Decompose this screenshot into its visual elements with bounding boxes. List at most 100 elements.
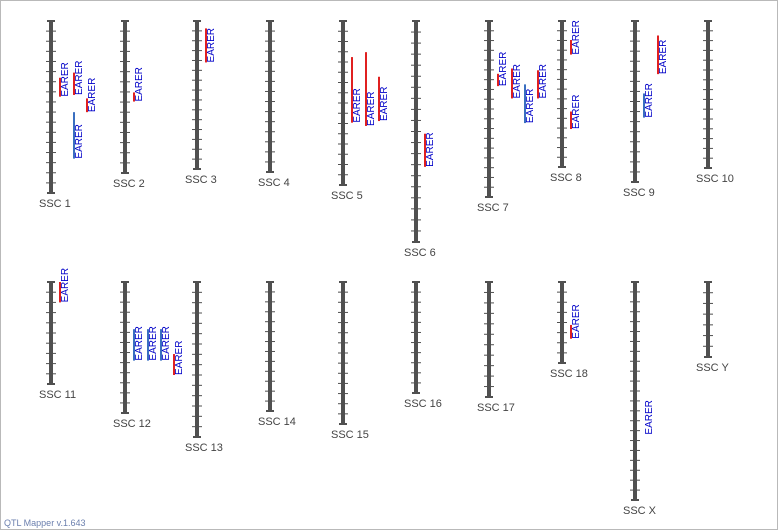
chromosome-cap — [558, 20, 566, 22]
qtl-label[interactable]: EARER — [87, 78, 98, 112]
qtl-label[interactable]: EARER — [366, 92, 377, 126]
qtl-label[interactable]: EARER — [571, 20, 582, 54]
qtl-label[interactable]: EARER — [571, 95, 582, 129]
chromosome-cap — [47, 192, 55, 194]
chromosome-label: SSC 9 — [623, 187, 655, 199]
qtl-label[interactable]: EARER — [512, 64, 523, 98]
chromosome-cap — [193, 168, 201, 170]
chromosome-bar-ssc-13[interactable] — [195, 282, 199, 437]
chromosome-cap — [266, 171, 274, 173]
chromosome-cap — [704, 356, 712, 358]
chromosome-cap — [47, 281, 55, 283]
chromosome-cap — [121, 172, 129, 174]
chromosome-cap — [704, 167, 712, 169]
chromosome-label: SSC 8 — [550, 172, 582, 184]
qtl-label[interactable]: EARER — [644, 83, 655, 117]
chromosome-cap — [558, 362, 566, 364]
chromosome-cap — [266, 410, 274, 412]
qtl-label[interactable]: EARER — [60, 268, 71, 302]
chromosome-bar-ssc-3[interactable] — [195, 21, 199, 169]
chromosome-label: SSC 17 — [477, 402, 515, 414]
chromosome-cap — [412, 392, 420, 394]
chromosome-bar-ssc-14[interactable] — [268, 282, 272, 411]
chromosome-cap — [339, 20, 347, 22]
chromosome-label: SSC 6 — [404, 247, 436, 259]
chromosome-bar-ssc-4[interactable] — [268, 21, 272, 172]
qtl-label[interactable]: EARER — [60, 62, 71, 96]
chromosome-bar-ssc-17[interactable] — [487, 282, 491, 397]
chromosome-cap — [339, 184, 347, 186]
chromosome-cap — [121, 281, 129, 283]
chromosome-label: SSC 7 — [477, 202, 509, 214]
chromosome-bar-ssc-y[interactable] — [706, 282, 710, 357]
chromosome-cap — [412, 281, 420, 283]
qtl-label[interactable]: EARER — [352, 88, 363, 122]
qtl-label[interactable]: EARER — [658, 40, 669, 74]
chromosome-cap — [193, 436, 201, 438]
qtl-label[interactable]: EARER — [525, 89, 536, 123]
chromosome-bar-ssc-2[interactable] — [123, 21, 127, 173]
chromosome-cap — [704, 20, 712, 22]
chromosome-cap — [485, 281, 493, 283]
chromosome-cap — [631, 181, 639, 183]
qtl-label[interactable]: EARER — [644, 400, 655, 434]
chromosome-cap — [485, 396, 493, 398]
chromosome-label: SSC 10 — [696, 173, 734, 185]
qtl-label[interactable]: EARER — [538, 64, 549, 98]
chromosome-cap — [558, 281, 566, 283]
chromosome-bar-ssc-8[interactable] — [560, 21, 564, 167]
qtl-label[interactable]: EARER — [161, 326, 172, 360]
chromosome-cap — [47, 383, 55, 385]
chromosome-bar-ssc-16[interactable] — [414, 282, 418, 393]
chromosome-cap — [412, 241, 420, 243]
chromosome-label: SSC 5 — [331, 190, 363, 202]
chromosome-label: SSC 3 — [185, 174, 217, 186]
chromosome-cap — [631, 281, 639, 283]
chromosome-label: SSC 12 — [113, 418, 151, 430]
chromosome-cap — [558, 166, 566, 168]
chromosome-cap — [266, 20, 274, 22]
version-footer: QTL Mapper v.1.643 — [4, 518, 86, 528]
qtl-label[interactable]: EARER — [571, 304, 582, 338]
qtl-label[interactable]: EARER — [74, 124, 85, 158]
chromosome-cap — [193, 20, 201, 22]
qtl-label[interactable]: EARER — [148, 326, 159, 360]
chromosome-label: SSC 2 — [113, 178, 145, 190]
qtl-label[interactable]: EARER — [134, 326, 145, 360]
chromosome-cap — [631, 499, 639, 501]
qtl-label[interactable]: EARER — [425, 132, 436, 166]
qtl-label[interactable]: EARER — [206, 28, 217, 62]
chromosome-label: SSC 4 — [258, 177, 290, 189]
chromosome-bar-ssc-10[interactable] — [706, 21, 710, 168]
chromosome-cap — [339, 423, 347, 425]
chromosome-label: SSC 13 — [185, 442, 223, 454]
chromosome-label: SSC 18 — [550, 368, 588, 380]
qtl-label[interactable]: EARER — [379, 87, 390, 121]
chromosome-cap — [121, 20, 129, 22]
chromosome-label: SSC 16 — [404, 398, 442, 410]
chromosome-cap — [412, 20, 420, 22]
chromosome-cap — [631, 20, 639, 22]
chromosome-cap — [485, 20, 493, 22]
chromosome-bar-ssc-12[interactable] — [123, 282, 127, 413]
chromosome-label: SSC X — [623, 505, 657, 517]
chromosome-bar-ssc-1[interactable] — [49, 21, 53, 193]
chromosome-cap — [121, 412, 129, 414]
chromosome-cap — [193, 281, 201, 283]
chromosome-label: SSC 1 — [39, 198, 71, 210]
qtl-label[interactable]: EARER — [174, 341, 185, 375]
chromosome-label: SSC 11 — [39, 389, 76, 401]
chromosome-label: SSC Y — [696, 362, 729, 374]
chromosome-cap — [704, 281, 712, 283]
qtl-label[interactable]: EARER — [134, 67, 145, 101]
chromosome-label: SSC 14 — [258, 416, 296, 428]
chromosome-cap — [266, 281, 274, 283]
qtl-label[interactable]: EARER — [498, 52, 509, 86]
chromosome-cap — [485, 196, 493, 198]
qtl-label[interactable]: EARER — [74, 61, 85, 95]
chromosome-cap — [47, 20, 55, 22]
chromosome-label: SSC 15 — [331, 429, 369, 441]
chromosome-cap — [339, 281, 347, 283]
